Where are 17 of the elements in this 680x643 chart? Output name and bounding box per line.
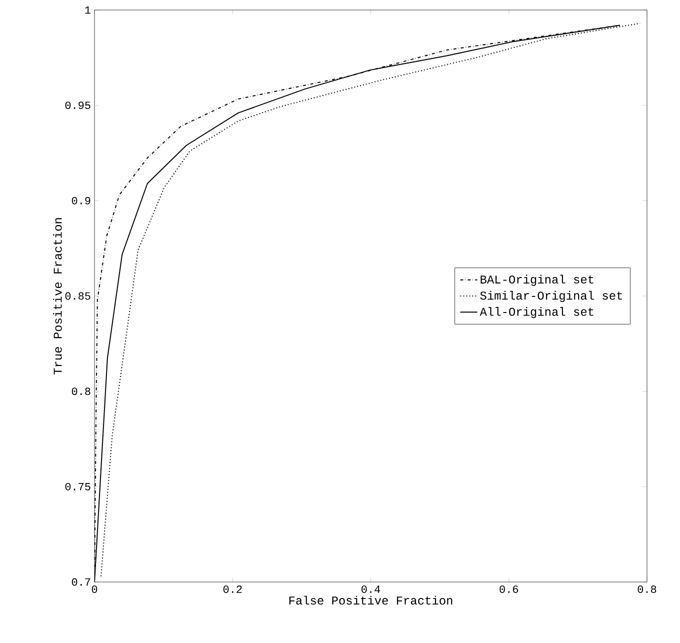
y-tick-label: 0.7: [72, 578, 90, 586]
legend-label: BAL-Original set: [480, 274, 594, 286]
x-tick-label: 0.6: [500, 586, 518, 593]
y-tick-label: 0.9: [72, 196, 90, 204]
x-tick-label: 0.8: [638, 586, 656, 593]
y-tick-label: 0.8: [72, 388, 90, 396]
y-tick-label: 0.95: [65, 102, 90, 110]
legend-label: All-Original set: [480, 307, 594, 318]
x-axis-title: False Positive Fraction: [289, 596, 452, 605]
x-tick-label: 0.2: [223, 586, 242, 593]
y-tick-label: 0.85: [65, 292, 90, 300]
x-tick-label: 0: [92, 586, 98, 593]
y-tick-label: 1: [85, 6, 90, 14]
x-tick-label: 0.4: [362, 586, 380, 593]
legend-label: Similar-Original set: [480, 290, 622, 302]
y-axis-title: True Positive Fraction: [53, 218, 62, 374]
y-tick-label: 0.75: [65, 482, 90, 490]
